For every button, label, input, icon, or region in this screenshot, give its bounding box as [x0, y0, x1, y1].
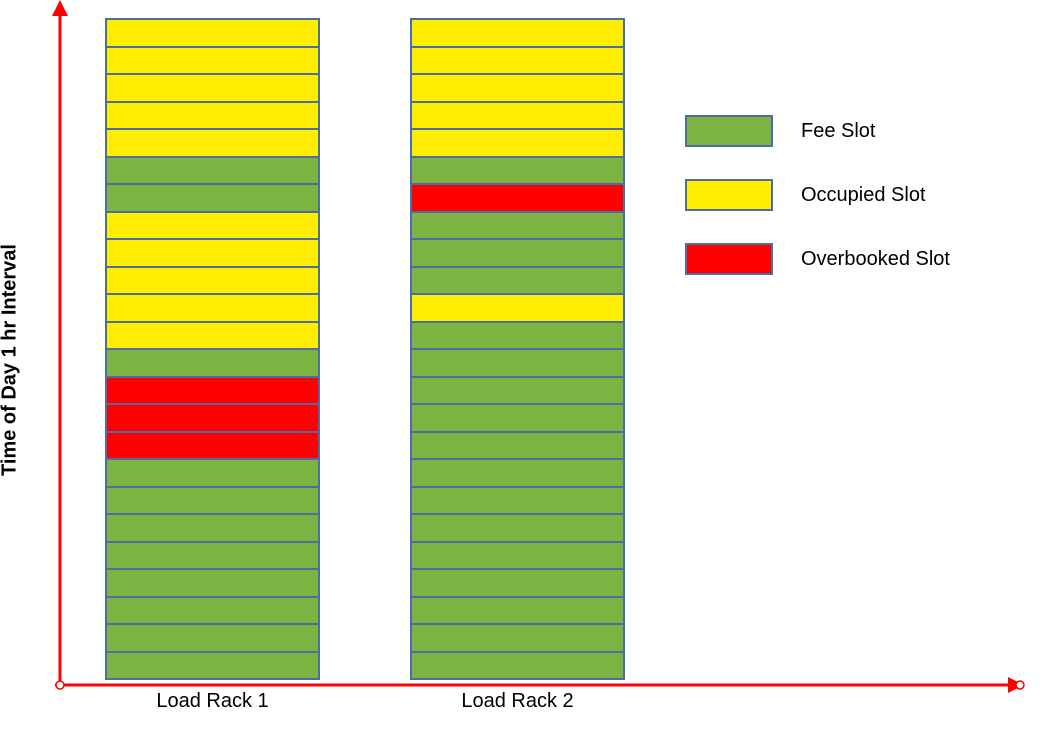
rack-column — [105, 18, 320, 680]
slot-free — [105, 460, 320, 488]
slot-free — [410, 378, 625, 406]
chart-canvas: Time of Day 1 hr Interval Load Rack 1Loa… — [0, 0, 1042, 734]
slot-free — [410, 350, 625, 378]
legend-item-free: Fee Slot — [685, 115, 950, 147]
slot-free — [410, 488, 625, 516]
slot-free — [410, 213, 625, 241]
legend-swatch-free — [685, 115, 773, 147]
rack-column — [410, 18, 625, 680]
slot-occupied — [105, 268, 320, 296]
slot-occupied — [105, 213, 320, 241]
slot-free — [105, 598, 320, 626]
slot-occupied — [105, 240, 320, 268]
slot-occupied — [105, 295, 320, 323]
slot-free — [410, 570, 625, 598]
slot-free — [410, 433, 625, 461]
slot-occupied — [105, 48, 320, 76]
slot-occupied — [410, 48, 625, 76]
slot-free — [410, 460, 625, 488]
slot-free — [105, 185, 320, 213]
slot-free — [410, 323, 625, 351]
y-axis-label: Time of Day 1 hr Interval — [0, 244, 22, 476]
slot-occupied — [105, 20, 320, 48]
slot-free — [105, 350, 320, 378]
slot-occupied — [105, 103, 320, 131]
slot-overbooked — [105, 405, 320, 433]
slot-occupied — [105, 130, 320, 158]
x-axis-labels: Load Rack 1 Load Rack 2 — [105, 690, 625, 713]
slot-free — [105, 515, 320, 543]
slot-free — [105, 653, 320, 681]
legend-swatch-occupied — [685, 179, 773, 211]
slot-occupied — [105, 323, 320, 351]
legend-label-free: Fee Slot — [801, 120, 875, 143]
legend-label-overbooked: Overbooked Slot — [801, 248, 950, 271]
slot-overbooked — [410, 185, 625, 213]
slot-free — [410, 158, 625, 186]
slot-overbooked — [105, 378, 320, 406]
slot-free — [410, 515, 625, 543]
slot-occupied — [410, 130, 625, 158]
slot-free — [105, 625, 320, 653]
slot-free — [105, 158, 320, 186]
x-axis-label: Load Rack 2 — [410, 690, 625, 713]
slot-occupied — [410, 75, 625, 103]
slot-overbooked — [105, 433, 320, 461]
slot-free — [410, 543, 625, 571]
slot-occupied — [410, 20, 625, 48]
slot-free — [410, 598, 625, 626]
legend-item-overbooked: Overbooked Slot — [685, 243, 950, 275]
slot-free — [105, 488, 320, 516]
slot-occupied — [105, 75, 320, 103]
slot-free — [410, 653, 625, 681]
legend-item-occupied: Occupied Slot — [685, 179, 950, 211]
slot-free — [410, 625, 625, 653]
racks-container — [105, 20, 625, 680]
slot-free — [410, 405, 625, 433]
legend-label-occupied: Occupied Slot — [801, 184, 926, 207]
legend: Fee Slot Occupied Slot Overbooked Slot — [685, 115, 950, 275]
slot-free — [410, 240, 625, 268]
slot-free — [105, 570, 320, 598]
slot-free — [410, 268, 625, 296]
slot-occupied — [410, 295, 625, 323]
slot-occupied — [410, 103, 625, 131]
legend-swatch-overbooked — [685, 243, 773, 275]
slot-free — [105, 543, 320, 571]
x-axis-label: Load Rack 1 — [105, 690, 320, 713]
